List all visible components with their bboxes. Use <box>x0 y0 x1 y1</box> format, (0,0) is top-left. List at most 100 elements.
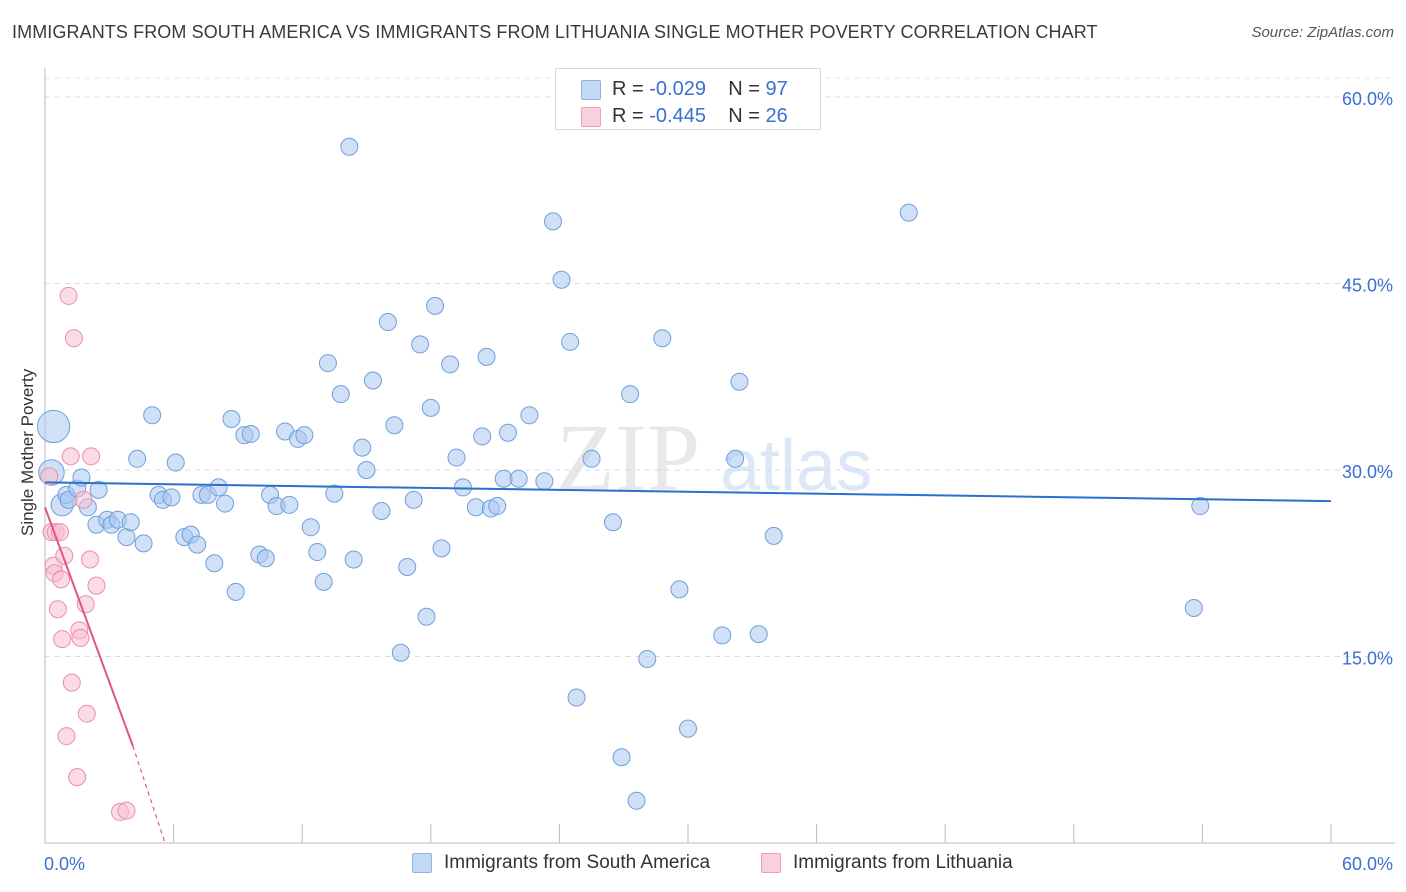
data-point <box>612 748 631 767</box>
r-label: R = <box>612 77 644 100</box>
data-point <box>621 385 640 404</box>
data-point <box>188 535 207 554</box>
data-point <box>36 409 71 444</box>
axes <box>44 68 1395 844</box>
data-point <box>81 550 100 569</box>
data-point <box>59 286 78 305</box>
data-point <box>385 416 404 435</box>
stats-swatch-blue <box>581 80 601 100</box>
data-point <box>520 406 539 425</box>
data-point <box>121 513 140 532</box>
stats-row-lithuania: R = -0.445 N = 26 <box>581 103 788 129</box>
stats-swatch-pink <box>581 107 601 127</box>
data-point <box>256 549 275 568</box>
data-point <box>567 688 586 707</box>
data-point <box>353 438 372 457</box>
data-point <box>318 354 337 373</box>
data-point <box>653 329 672 348</box>
data-point <box>222 410 241 429</box>
data-point <box>398 557 417 576</box>
legend-item-south-america[interactable]: Immigrants from South America <box>412 852 710 874</box>
data-point <box>128 449 147 468</box>
series-lithuania <box>40 286 136 821</box>
data-point <box>62 673 81 692</box>
data-point <box>670 580 689 599</box>
data-point <box>308 543 327 562</box>
data-point <box>205 554 224 573</box>
data-point <box>372 502 391 521</box>
data-point <box>166 453 185 472</box>
y-tick-label: 15.0% <box>1342 649 1393 669</box>
data-point <box>378 313 397 332</box>
r-label: R = <box>612 104 644 127</box>
data-point <box>143 406 162 425</box>
data-point <box>89 480 108 499</box>
data-point <box>357 461 376 479</box>
data-point <box>404 490 423 509</box>
data-point <box>488 497 507 516</box>
r-value: -0.445 <box>649 104 706 127</box>
x-tick-label: 0.0% <box>44 854 85 874</box>
data-point <box>331 385 350 404</box>
trend-lines <box>44 481 1332 844</box>
data-point <box>55 546 74 565</box>
data-point <box>117 528 136 547</box>
data-point <box>301 518 320 537</box>
data-point <box>730 372 749 391</box>
data-point <box>535 472 554 491</box>
data-point <box>1184 599 1203 618</box>
stats-row-south-america: R = -0.029 N = 97 <box>581 76 788 102</box>
data-point <box>749 625 768 644</box>
data-point <box>561 332 580 351</box>
legend-label: Immigrants from Lithuania <box>793 852 1013 873</box>
n-value: 26 <box>765 104 788 127</box>
data-point <box>226 582 245 601</box>
n-value: 97 <box>765 77 788 100</box>
chart-title: IMMIGRANTS FROM SOUTH AMERICA VS IMMIGRA… <box>12 22 1098 42</box>
y-tick-label: 45.0% <box>1342 276 1393 296</box>
data-point <box>466 498 485 517</box>
x-tick-label: 60.0% <box>1342 854 1393 874</box>
data-point <box>726 449 745 468</box>
y-axis-label: Single Mother Poverty <box>18 368 37 536</box>
grid-lines <box>45 77 1395 657</box>
data-point <box>295 426 314 445</box>
data-point <box>426 296 445 315</box>
data-point <box>71 628 90 647</box>
data-point <box>68 768 87 787</box>
data-point <box>72 468 91 487</box>
data-point <box>453 478 472 497</box>
data-point <box>447 448 466 467</box>
data-point <box>87 576 106 595</box>
n-label: N = <box>728 104 760 127</box>
data-point <box>64 329 83 348</box>
data-point <box>216 494 235 513</box>
data-point <box>411 335 430 354</box>
data-point <box>209 478 228 497</box>
tick-labels: 15.0% 30.0% 45.0% 60.0% 0.0% 60.0% <box>44 89 1393 874</box>
data-point <box>61 447 80 466</box>
legend-item-lithuania[interactable]: Immigrants from Lithuania <box>761 852 1013 874</box>
data-point <box>117 801 136 820</box>
trend-line-lithuania <box>44 506 134 747</box>
y-tick-label: 30.0% <box>1342 462 1393 482</box>
data-point <box>241 424 260 443</box>
data-point <box>82 447 101 466</box>
watermark-zip: ZIP <box>556 404 700 511</box>
data-point <box>498 423 517 442</box>
data-point <box>340 137 359 156</box>
data-point <box>543 212 562 231</box>
data-point <box>57 727 76 746</box>
data-point <box>679 719 697 738</box>
r-value: -0.029 <box>649 77 706 100</box>
data-point <box>1191 497 1210 516</box>
data-point <box>53 630 72 649</box>
data-point <box>638 649 657 668</box>
source-label: Source: ZipAtlas.com <box>1251 24 1394 41</box>
data-point <box>713 626 732 645</box>
data-point <box>552 270 571 289</box>
data-point <box>494 469 513 488</box>
data-point <box>603 513 622 532</box>
correlation-stats-box: R = -0.029 N = 97 R = -0.445 N = 26 <box>555 68 821 130</box>
